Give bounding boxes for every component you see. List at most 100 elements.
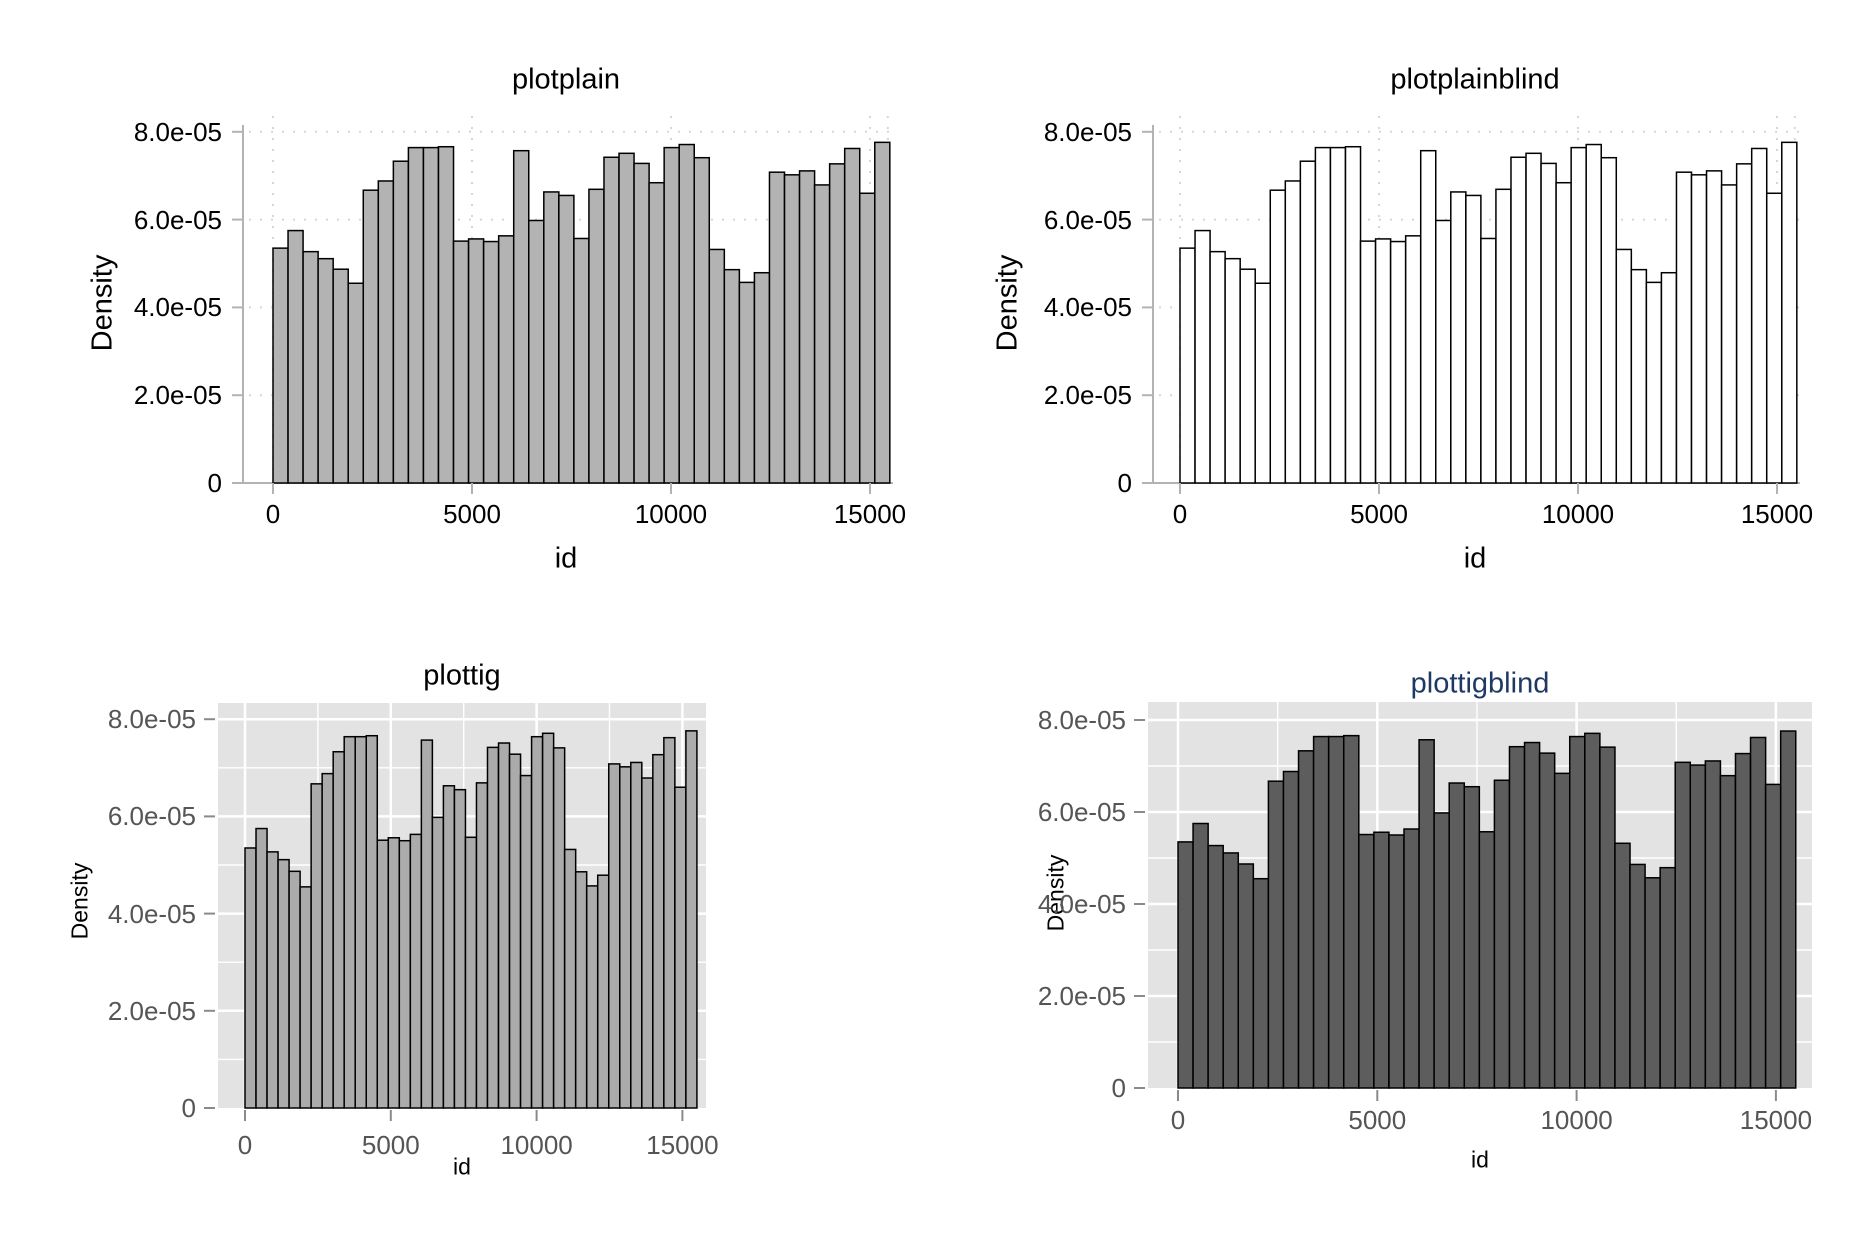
y-tick-label: 4.0e-05 <box>1043 292 1132 323</box>
histogram-bar <box>1373 831 1390 1089</box>
histogram-bar <box>1342 734 1360 1089</box>
histogram-bar <box>1615 248 1633 484</box>
histogram-bar <box>387 837 401 1109</box>
y-tick-label: 0 <box>207 468 222 498</box>
histogram-bar <box>277 858 290 1109</box>
histogram-bar <box>1267 780 1285 1089</box>
histogram-bar <box>467 238 485 484</box>
histogram-bar <box>828 163 846 484</box>
y-tick-label: 8.0e-05 <box>107 704 196 735</box>
histogram-bar <box>1510 156 1527 484</box>
histogram-bar <box>1329 146 1347 484</box>
histogram-bar <box>633 162 650 484</box>
histogram-bar <box>528 219 545 484</box>
histogram-bar <box>420 739 434 1109</box>
histogram-bar <box>1433 812 1450 1089</box>
histogram-bar <box>648 181 665 484</box>
histogram-bar <box>783 174 801 484</box>
x-tick-label: 10000 <box>1540 1105 1613 1135</box>
histogram-bar <box>1781 141 1798 484</box>
histogram-bar <box>332 268 349 484</box>
histogram-bar <box>574 871 588 1109</box>
y-tick-label: 8.0e-05 <box>133 116 222 147</box>
x-axis-title-plotplain: id <box>554 542 578 575</box>
histogram-bar <box>1720 184 1738 484</box>
histogram-bar <box>1207 844 1224 1089</box>
histogram-bar <box>858 192 876 484</box>
histogram-bar <box>1690 174 1708 484</box>
histogram-bar <box>1675 171 1693 484</box>
panel-title-plotplainblind: plotplainblind <box>1390 63 1560 96</box>
histogram-bar <box>1734 752 1752 1089</box>
histogram-bar <box>519 774 533 1109</box>
histogram-bar <box>475 782 489 1109</box>
x-tick-label: 0 <box>1172 499 1188 529</box>
x-tick-label: 15000 <box>646 1130 719 1160</box>
histogram-bar <box>619 766 632 1109</box>
histogram-bar <box>310 783 323 1109</box>
x-tick-label: 0 <box>265 499 281 529</box>
histogram-bar <box>1177 841 1194 1089</box>
histogram-bar <box>558 194 575 484</box>
histogram-bar <box>596 874 610 1109</box>
histogram-bar <box>1599 746 1616 1089</box>
histogram-bar <box>1493 779 1511 1089</box>
histogram-bar <box>1553 772 1571 1089</box>
x-tick-label: 0 <box>237 1130 253 1160</box>
histogram-bar <box>1389 240 1407 484</box>
histogram-bar <box>244 847 257 1109</box>
histogram-bar <box>723 268 741 484</box>
histogram-bar <box>630 761 643 1109</box>
histogram-bar <box>1705 170 1723 484</box>
histogram-bar <box>453 788 467 1109</box>
x-tick-label: 5000 <box>1350 499 1408 529</box>
histogram-bar <box>798 170 816 484</box>
y-tick-label: 6.0e-05 <box>107 801 196 832</box>
histogram-bar <box>407 146 425 484</box>
histogram-bar <box>1435 219 1452 484</box>
x-tick-label: 5000 <box>361 1130 420 1160</box>
histogram-bar <box>1644 877 1661 1089</box>
x-tick-label: 15000 <box>833 499 907 529</box>
histogram-bar <box>1237 863 1255 1089</box>
y-tick-label: 6.0e-05 <box>133 204 222 235</box>
histogram-bar <box>1749 736 1767 1089</box>
histogram-bar <box>1525 152 1542 484</box>
histogram-bar <box>1388 834 1405 1089</box>
histogram-bar <box>1540 162 1557 484</box>
histogram-bar <box>843 147 861 484</box>
y-tick-label: 2.0e-05 <box>107 995 196 1026</box>
histogram-bar <box>678 143 695 484</box>
panel-title-plotplain: plotplain <box>511 63 621 96</box>
histogram-bar <box>362 189 380 484</box>
histogram-bar <box>1584 732 1601 1089</box>
histogram-bar <box>530 735 544 1109</box>
histogram-bar <box>377 180 395 484</box>
x-tick-label: 10000 <box>500 1130 573 1160</box>
x-tick-label: 15000 <box>1740 499 1814 529</box>
histogram-bar <box>437 145 455 484</box>
histogram-bar <box>272 247 289 484</box>
histogram-bar <box>652 753 665 1109</box>
histogram-bar <box>1523 741 1541 1089</box>
histogram-bar <box>1555 181 1572 484</box>
histogram-bar <box>1254 282 1272 484</box>
histogram-bar <box>1239 268 1256 484</box>
histogram-bar <box>588 188 605 484</box>
x-tick-label: 10000 <box>1541 499 1615 529</box>
histogram-bar <box>1719 774 1737 1089</box>
histogram-bar <box>1630 268 1648 484</box>
histogram-bar <box>1764 783 1782 1089</box>
y-tick-label: 2.0e-05 <box>1043 380 1132 411</box>
histogram-bar <box>497 742 511 1109</box>
y-tick-label: 4.0e-05 <box>133 292 222 323</box>
histogram-bar <box>585 885 599 1109</box>
x-axis-title-plottigblind: id <box>1471 1146 1489 1173</box>
x-tick-label: 15000 <box>1739 1105 1813 1135</box>
histogram-bar <box>1419 149 1437 484</box>
histogram-bar <box>1750 147 1768 484</box>
histogram-bar <box>288 870 301 1109</box>
histogram-bar <box>708 248 726 484</box>
histogram-bar <box>354 735 367 1109</box>
